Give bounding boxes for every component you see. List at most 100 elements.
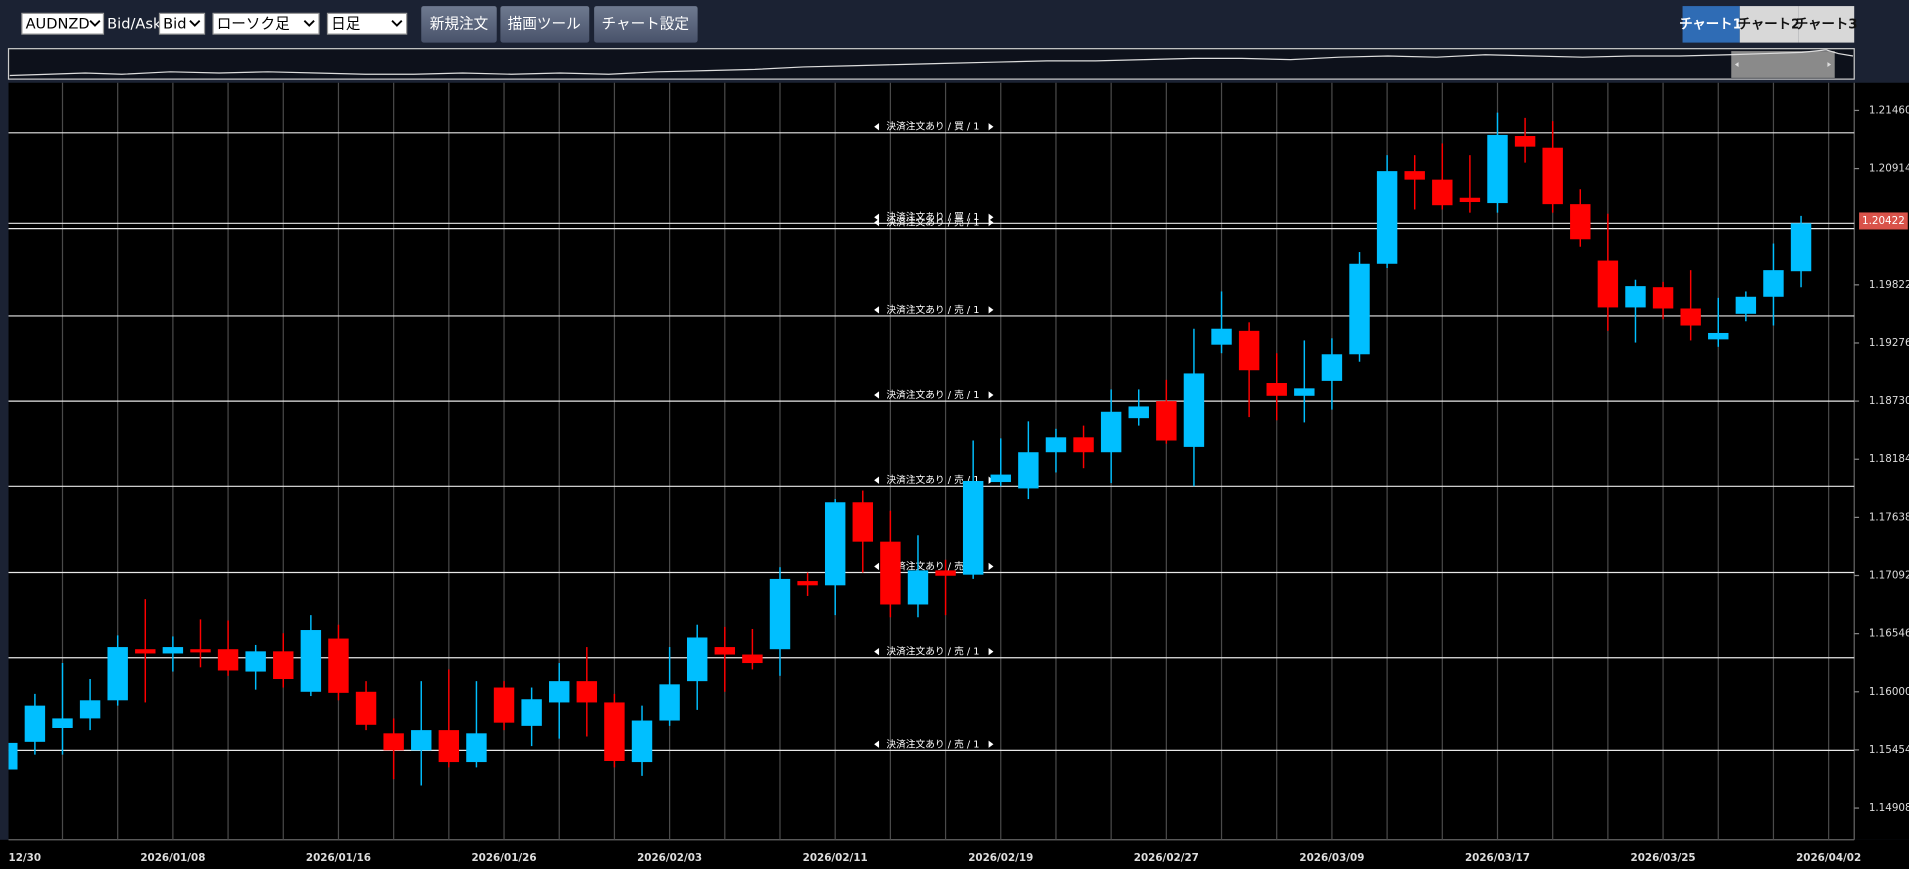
candle-body: [604, 702, 625, 761]
candle-body: [438, 730, 460, 763]
candle-body: [1018, 452, 1039, 489]
order-arrow-right: [988, 647, 994, 656]
candle-body: [1790, 223, 1812, 272]
order-arrow-right: [988, 213, 994, 221]
order-arrow-left: [874, 306, 880, 314]
order-arrow-left: [874, 391, 880, 399]
button-label[interactable]: チャート設定: [602, 15, 689, 32]
y-tick-label: 1.16546: [1869, 628, 1909, 640]
candle-body: [549, 681, 570, 703]
candle-body: [52, 718, 73, 728]
y-tick-label: 1.14908: [1869, 802, 1909, 814]
x-tick-label: 2026/02/03: [637, 852, 702, 864]
order-label: 決済注文あり / 売 / 1: [886, 388, 979, 401]
order-arrow-left: [874, 123, 880, 131]
order-arrow-right: [988, 123, 994, 131]
x-tick-label: 12/30: [9, 852, 42, 864]
candle-body: [1597, 260, 1619, 308]
chart-type-select[interactable]: ローソク足: [212, 12, 320, 35]
y-tick-label: 1.18184: [1869, 453, 1909, 465]
order-arrow-left: [874, 213, 880, 221]
order-arrow-left: [874, 740, 880, 748]
candle-body: [1735, 296, 1757, 314]
candle-body: [521, 699, 542, 726]
x-tick-label: 2026/01/16: [306, 852, 371, 864]
tab-label[interactable]: チャート2: [1738, 16, 1801, 32]
candle-body: [769, 578, 791, 650]
x-tick-label: 2026/03/25: [1631, 852, 1696, 864]
candle-body: [1625, 286, 1646, 308]
symbol[interactable]: AUDNZD: [26, 15, 90, 32]
candle-body: [24, 705, 46, 742]
order-arrow-right: [988, 562, 994, 571]
last-price-box: [1859, 212, 1908, 230]
candle-body: [1238, 330, 1260, 371]
timeframe[interactable]: 日足: [331, 15, 361, 32]
tab[interactable]: [1798, 6, 1855, 43]
candle-body: [686, 637, 708, 682]
candle-body: [935, 570, 956, 576]
order-arrow-right: [988, 391, 994, 399]
x-axis-area: [0, 839, 1909, 869]
order-label: 決済注文あり / 売 / 1: [886, 737, 979, 750]
order-label: 決済注文あり / 売 / 1: [886, 559, 979, 572]
button-label[interactable]: 描画ツール: [508, 15, 581, 32]
plot-area: [8, 82, 1909, 840]
button[interactable]: [594, 6, 698, 43]
candle-body: [1652, 287, 1674, 309]
candle-body: [1376, 171, 1398, 264]
chart-type[interactable]: ローソク足: [217, 15, 290, 32]
candle-body: [1156, 401, 1177, 441]
candle-body: [1708, 332, 1729, 340]
candle-body: [1570, 204, 1591, 240]
candle-body: [328, 638, 349, 693]
candle-body: [8, 742, 18, 770]
candle-body: [1045, 437, 1067, 453]
timeframe-select[interactable]: 日足: [326, 12, 408, 35]
x-tick-label: 2026/03/09: [1299, 852, 1364, 864]
y-tick-label: 1.20914: [1869, 163, 1909, 175]
order-label: 決済注文あり / 売 / 1: [886, 473, 979, 486]
y-tick-label: 1.18730: [1869, 395, 1909, 407]
y-tick-label: 1.16000: [1869, 686, 1909, 698]
order-label: 決済注文あり / 売 / 1: [886, 645, 979, 658]
y-tick-label: 1.15454: [1869, 744, 1909, 756]
candle-body: [1183, 373, 1205, 447]
tab-active[interactable]: [1682, 6, 1740, 43]
button[interactable]: [500, 6, 590, 43]
candle-body: [824, 502, 846, 586]
price-type[interactable]: Bid: [163, 15, 186, 32]
order-arrow-right: [988, 218, 994, 227]
x-tick-label: 2026/01/08: [140, 852, 205, 864]
tab-label[interactable]: チャート3: [1795, 16, 1858, 32]
axes: 12/30 2026/01/08 2026/01/16 2026/01/26 2026/…: [9, 104, 1909, 864]
order-arrow-left: [874, 562, 880, 571]
price-type-select[interactable]: Bid: [158, 12, 206, 35]
x-tick-label: 2026/02/19: [968, 852, 1033, 864]
symbol-select[interactable]: AUDNZD: [21, 12, 105, 35]
candle-body: [355, 691, 377, 725]
candle-body: [1763, 270, 1784, 297]
y-tick-label: 1.17092: [1869, 570, 1909, 582]
tab-label[interactable]: チャート1: [1679, 16, 1742, 32]
order-label: 決済注文あり / 売 / 1: [886, 303, 979, 316]
navigator-window[interactable]: [1731, 51, 1835, 78]
button-label[interactable]: 新規注文: [430, 15, 489, 32]
candle-body: [631, 720, 653, 763]
candle-body: [1680, 308, 1701, 326]
price-type-label: Bid/Ask: [107, 15, 162, 32]
candle-body: [1266, 383, 1287, 396]
candle-body: [880, 541, 901, 605]
order-arrow-left: [874, 218, 880, 227]
order-arrow-left: [874, 647, 880, 656]
candle-body: [1432, 179, 1453, 206]
candle-body: [576, 681, 598, 703]
candle-body: [907, 570, 929, 605]
order-arrow-right: [988, 306, 994, 314]
candle-body: [162, 647, 184, 654]
tab[interactable]: [1739, 6, 1799, 43]
candle-body: [1294, 388, 1315, 396]
button[interactable]: [421, 6, 497, 43]
